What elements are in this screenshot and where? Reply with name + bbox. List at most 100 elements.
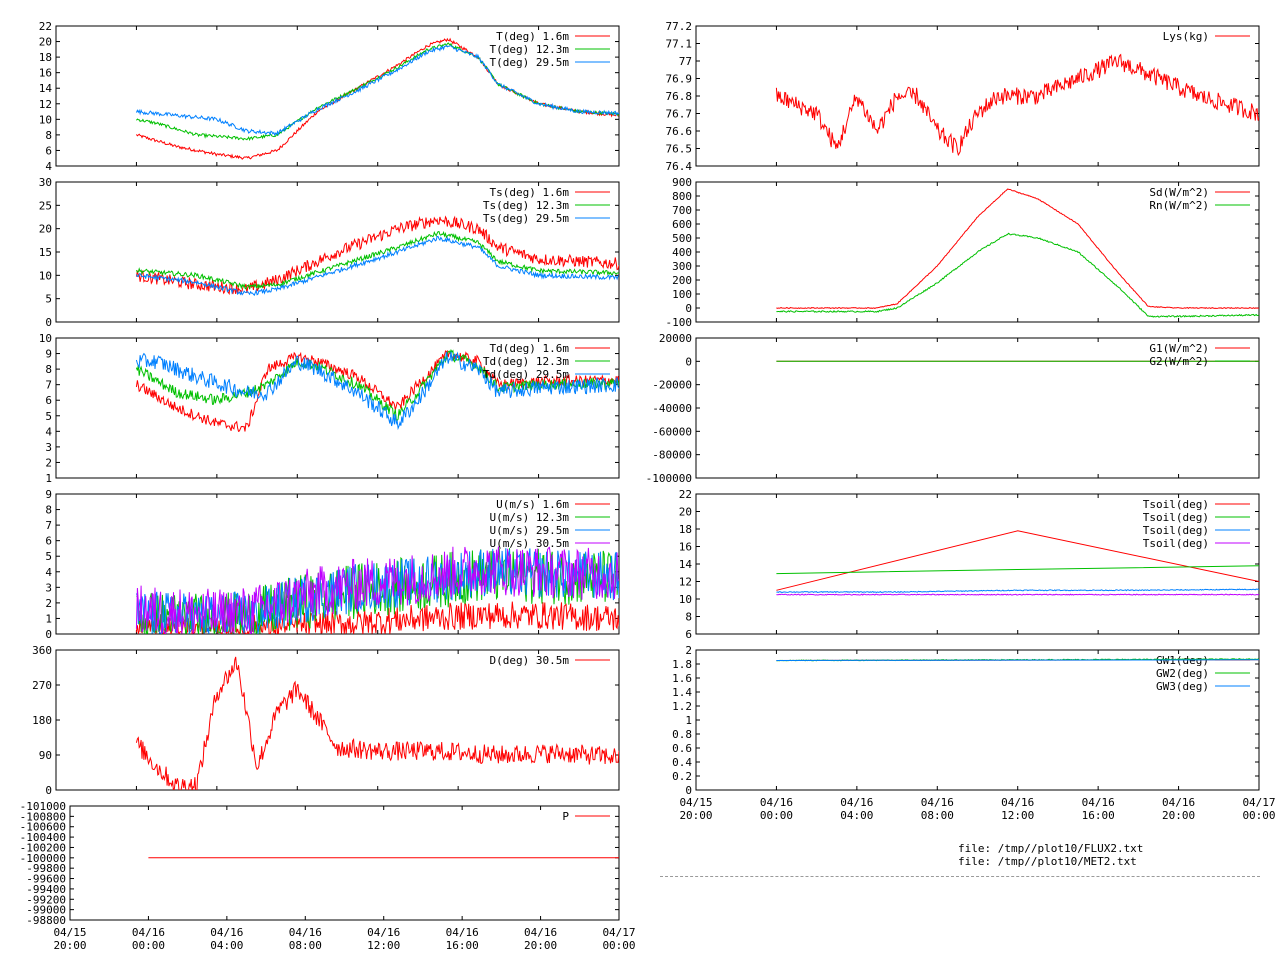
y-tick-label: 1 — [45, 472, 52, 485]
y-tick-label: 10 — [39, 332, 52, 345]
y-tick-label: 9 — [45, 488, 52, 501]
y-tick-label: 3 — [45, 581, 52, 594]
y-tick-label: -98800 — [26, 914, 66, 927]
y-tick-label: -99800 — [26, 862, 66, 875]
x-tick-label: 20:00 — [1162, 809, 1195, 822]
x-tick-label: 04/16 — [524, 926, 557, 939]
x-tick-label: 04/16 — [132, 926, 165, 939]
x-tick-label: 12:00 — [367, 939, 400, 952]
y-tick-label: 1.4 — [672, 686, 692, 699]
y-tick-label: 20 — [39, 223, 52, 236]
y-tick-label: 900 — [672, 176, 692, 189]
y-tick-label: 18 — [39, 51, 52, 64]
y-tick-label: 7 — [45, 379, 52, 392]
y-tick-label: 700 — [672, 204, 692, 217]
y-tick-label: 0.2 — [672, 770, 692, 783]
x-tick-label: 04/16 — [446, 926, 479, 939]
y-tick-label: 14 — [679, 558, 693, 571]
y-tick-label: 25 — [39, 199, 52, 212]
y-tick-label: -99000 — [26, 904, 66, 917]
legend-label: Td(deg) 12.3m — [483, 355, 569, 368]
series-line-4 — [135, 546, 619, 634]
x-tick-label: 00:00 — [602, 939, 635, 952]
y-tick-label: 77 — [679, 55, 692, 68]
legend-label: Tsoil(deg) — [1143, 537, 1209, 550]
y-tick-label: 77.1 — [666, 38, 693, 51]
legend-label: Tsoil(deg) — [1143, 511, 1209, 524]
y-tick-label: 30 — [39, 176, 52, 189]
x-tick-label: 04/16 — [289, 926, 322, 939]
x-tick-label: 00:00 — [132, 939, 165, 952]
legend-label: Lys(kg) — [1163, 30, 1209, 43]
y-tick-label: 100 — [672, 288, 692, 301]
x-tick-label: 20:00 — [524, 939, 557, 952]
legend-label: P — [562, 810, 569, 823]
legend-label: Ts(deg) 12.3m — [483, 199, 569, 212]
y-tick-label: 6 — [685, 628, 692, 641]
legend-label: U(m/s) 12.3m — [490, 511, 570, 524]
series-line-1 — [135, 349, 619, 432]
legend-label: D(deg) 30.5m — [490, 654, 570, 667]
y-tick-label: -100400 — [20, 831, 66, 844]
panel-lys: 76.4 76.5 76.6 76.7 76.8 76.9 77 77.1 77.2 Lys(kg… — [666, 20, 1260, 173]
y-tick-label: 1 — [685, 714, 692, 727]
y-tick-label: -40000 — [652, 402, 692, 415]
legend-label: GW3(deg) — [1156, 680, 1209, 693]
series-line-4 — [776, 593, 1259, 596]
series-line-3 — [135, 44, 619, 137]
y-tick-label: 1 — [45, 612, 52, 625]
series-line-1 — [135, 656, 619, 790]
y-tick-label: 8 — [685, 611, 692, 624]
y-tick-label: 77.2 — [666, 20, 693, 33]
y-tick-label: 180 — [32, 714, 52, 727]
y-tick-label: 18 — [679, 523, 692, 536]
y-tick-label: 22 — [679, 488, 692, 501]
y-tick-label: 0 — [45, 784, 52, 797]
y-tick-label: 10 — [39, 269, 52, 282]
y-tick-label: 400 — [672, 246, 692, 259]
y-tick-label: 0.6 — [672, 742, 692, 755]
y-tick-label: 7 — [45, 519, 52, 532]
x-tick-label: 08:00 — [289, 939, 322, 952]
legend-label: Ts(deg) 1.6m — [490, 186, 570, 199]
y-tick-label: 76.4 — [666, 160, 693, 173]
y-tick-label: 10 — [679, 593, 692, 606]
x-tick-label: 04/16 — [840, 796, 873, 809]
divider-dashed — [660, 876, 1260, 877]
y-tick-label: 1.8 — [672, 658, 692, 671]
y-tick-label: 0 — [45, 628, 52, 641]
plot-frame — [55, 337, 620, 479]
file-info: file: /tmp//plot10/FLUX2.txt file: /tmp/… — [958, 842, 1143, 868]
y-tick-label: 12 — [679, 576, 692, 589]
plot-frame — [55, 25, 620, 167]
y-tick-label: -100000 — [20, 852, 66, 865]
y-tick-label: 5 — [45, 293, 52, 306]
series-line-2 — [776, 565, 1259, 575]
y-tick-label: 8 — [45, 363, 52, 376]
y-tick-label: 4 — [45, 160, 52, 173]
y-tick-label: 8 — [45, 504, 52, 517]
y-tick-label: 3 — [45, 441, 52, 454]
legend-label: T(deg) 1.6m — [496, 30, 569, 43]
y-tick-label: 14 — [39, 82, 53, 95]
y-tick-label: 76.8 — [666, 90, 693, 103]
y-tick-label: 76.6 — [666, 125, 693, 138]
y-tick-label: 76.5 — [666, 143, 693, 156]
y-tick-label: 2 — [45, 456, 52, 469]
x-tick-label: 16:00 — [446, 939, 479, 952]
y-tick-label: 22 — [39, 20, 52, 33]
legend-label: U(m/s) 1.6m — [496, 498, 569, 511]
y-tick-label: 4 — [45, 566, 52, 579]
y-tick-label: -100600 — [20, 821, 66, 834]
plot-frame — [55, 649, 620, 791]
y-tick-label: 20 — [679, 506, 692, 519]
y-tick-label: 600 — [672, 218, 692, 231]
y-tick-label: 5 — [45, 550, 52, 563]
legend-label: U(m/s) 29.5m — [490, 524, 570, 537]
x-tick-label: 00:00 — [760, 809, 793, 822]
y-tick-label: 0.4 — [672, 756, 692, 769]
